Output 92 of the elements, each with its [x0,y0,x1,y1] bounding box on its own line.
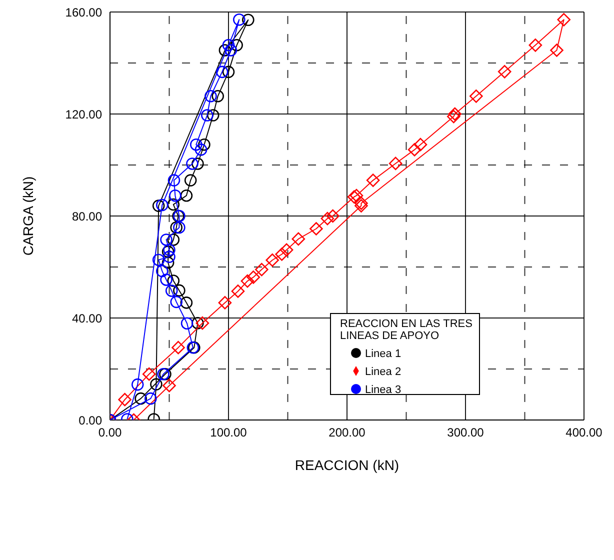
y-axis-title: CARGA (kN) [20,176,36,256]
point [192,158,204,170]
point [447,110,460,124]
x-tick-label: 0.00 [98,426,122,440]
point [194,144,208,156]
legend-label: Linea 2 [365,366,402,378]
point [180,296,193,309]
point [150,378,162,390]
point [212,90,224,102]
point [326,209,340,223]
point [408,143,422,156]
point [354,196,368,210]
point [275,248,288,261]
point [186,158,198,170]
point [280,243,294,257]
point [354,199,368,212]
point [163,250,176,263]
point [222,66,235,78]
x-tick-label: 200.00 [328,426,366,440]
point [201,109,214,122]
point [204,90,217,102]
point [206,109,220,122]
point [320,212,334,226]
point [168,174,180,186]
point [310,222,323,236]
point [448,107,462,121]
point [557,13,571,26]
point [233,14,246,26]
y-tick-label: 0.00 [78,413,102,428]
point [160,274,172,286]
point [528,38,542,52]
point [292,232,306,246]
point [167,234,180,246]
point [172,340,185,354]
point [156,264,168,278]
point [144,392,157,405]
point [167,274,180,287]
point [198,138,210,151]
legend-title: REACCION EN LAS TRES LINEAS DE APOYO [340,318,474,342]
y-tick-label: 120.00 [65,107,102,122]
point [184,174,197,186]
point [266,253,279,267]
point [165,284,178,297]
x-tick-label: 300.00 [447,426,484,440]
legend-label: Linea 3 [365,384,402,396]
point [170,296,183,308]
point [196,316,210,330]
point [170,221,183,234]
point [231,284,245,298]
point [192,316,204,330]
point [218,296,232,310]
point [246,270,260,284]
point [498,65,512,78]
point [162,378,176,392]
point [242,14,254,26]
x-tick-label: 100.00 [210,426,248,440]
point [142,367,156,381]
point [167,198,180,211]
point [216,66,228,78]
y-tick-label: 40.00 [72,311,102,326]
point [550,44,564,57]
point [156,198,168,212]
point [350,188,364,202]
point [470,90,483,103]
point [173,221,186,234]
point [134,392,147,405]
point [224,44,238,56]
y-tick-label: 160.00 [65,5,102,20]
point [152,200,165,212]
point [173,284,186,297]
legend-label: Linea 1 [365,348,402,360]
point [190,138,202,151]
y-tick-label: 80.00 [72,209,102,224]
x-axis-title: REACCION (kN) [294,457,400,473]
point [152,254,165,266]
point [180,317,194,330]
point [218,44,232,56]
point [131,378,144,391]
point [118,392,132,406]
point [347,190,361,204]
point [255,262,268,276]
point [388,156,402,170]
point [162,256,174,269]
point [180,189,193,202]
point [240,274,254,288]
point [414,138,428,152]
point [222,39,235,52]
point [169,189,182,202]
x-tick-label: 400.00 [566,426,603,440]
point [160,234,172,246]
point [366,174,380,187]
point [230,39,243,52]
